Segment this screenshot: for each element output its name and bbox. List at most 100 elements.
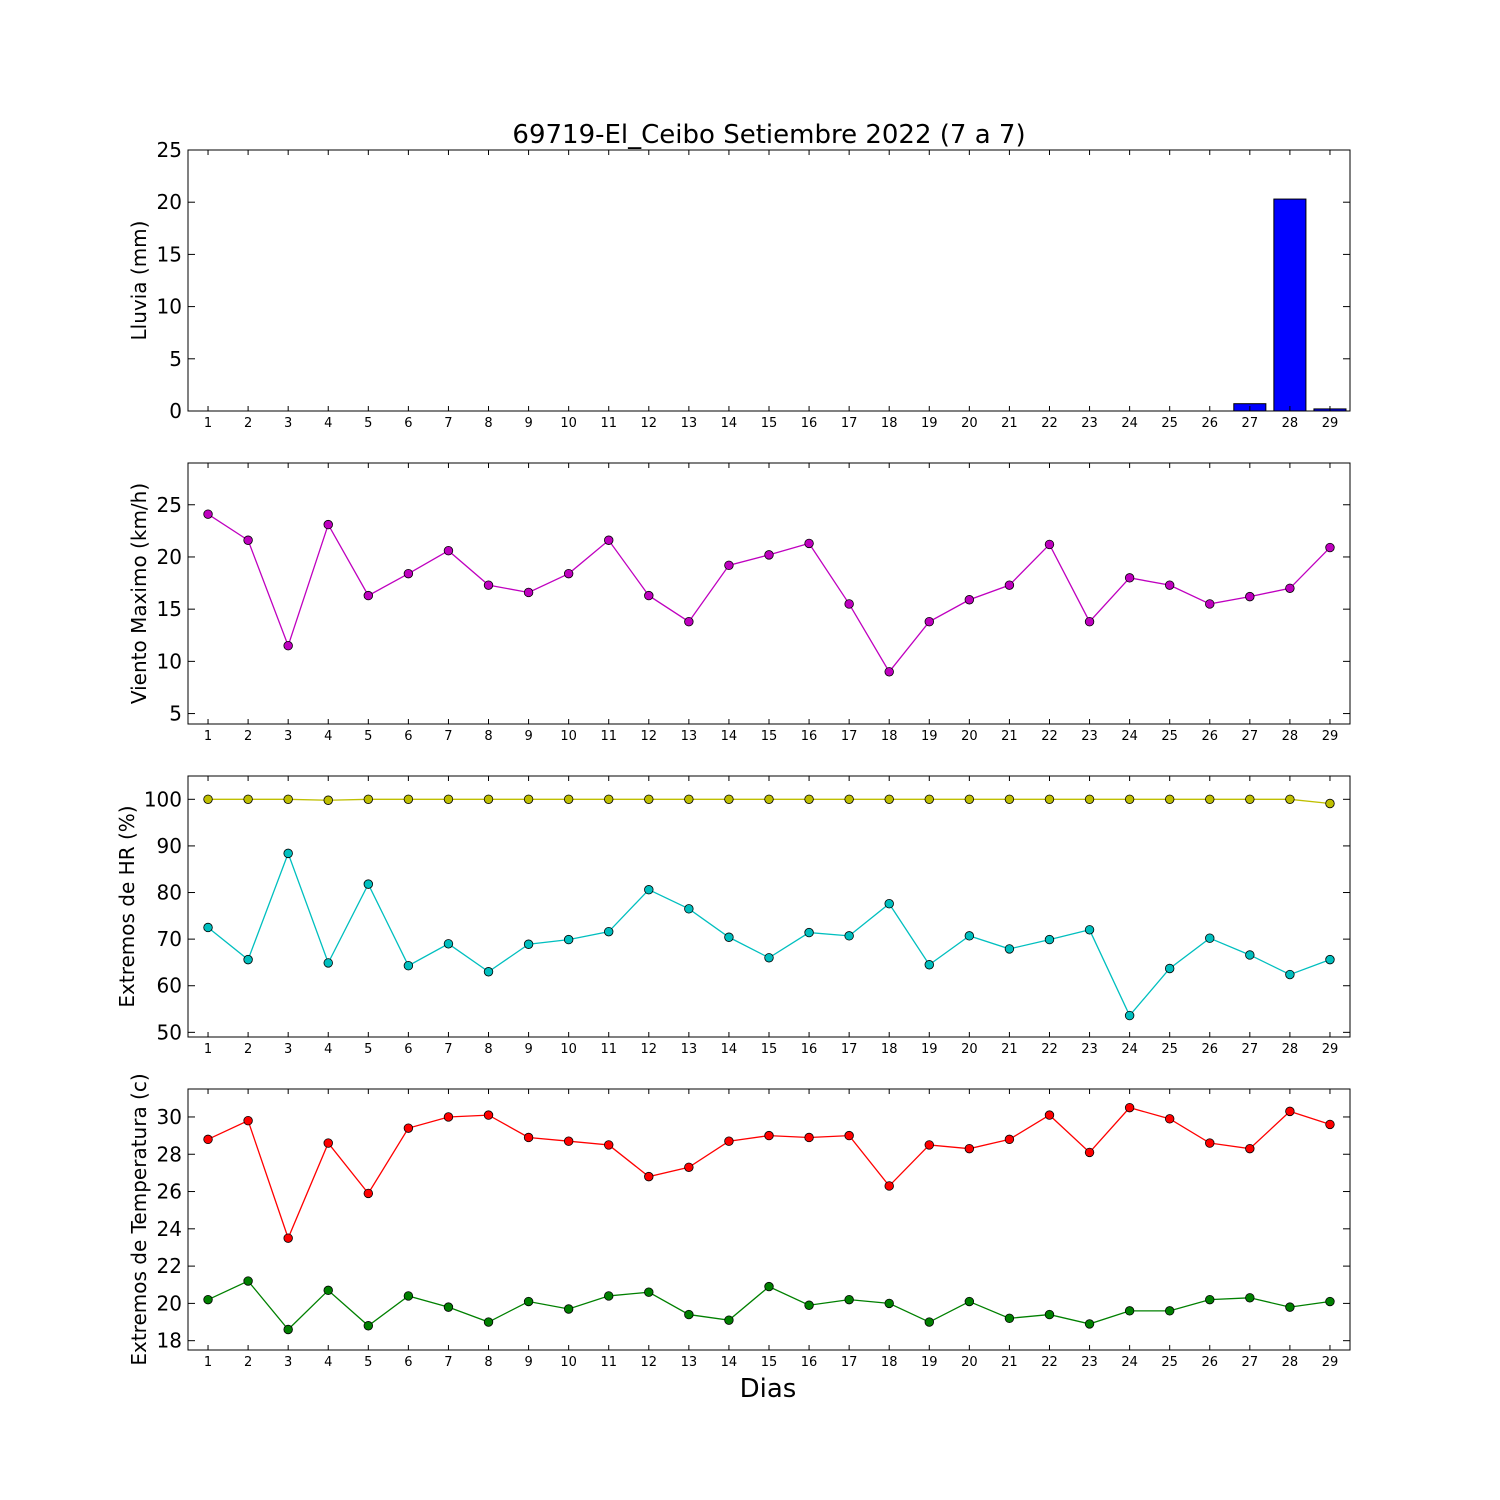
temperature-series-2-point-day-2 xyxy=(243,1276,253,1286)
humidity-series-1-point-day-22 xyxy=(1044,794,1055,805)
wind-xtick-label: 18 xyxy=(881,729,898,744)
humidity-ytick-label: 80 xyxy=(157,881,182,905)
temperature-xtick-label: 3 xyxy=(284,1355,292,1370)
humidity-series-2-point-day-13 xyxy=(684,904,694,914)
rain-xtick-label: 27 xyxy=(1242,416,1259,431)
wind-ytick-label: 15 xyxy=(157,597,182,621)
temperature-series-1-point-day-27 xyxy=(1245,1143,1255,1154)
temperature-series-2-point-day-1 xyxy=(203,1294,213,1305)
humidity-axes-frame xyxy=(187,775,1351,1038)
humidity-ytick-label: 100 xyxy=(144,787,182,811)
humidity-series-2-point-day-28 xyxy=(1285,969,1295,980)
wind-series-1-point-day-23 xyxy=(1084,616,1095,627)
humidity-series-1-point-day-12 xyxy=(644,794,654,805)
wind-xtick-label: 6 xyxy=(404,729,412,744)
wind-xtick-label: 4 xyxy=(324,729,332,744)
humidity-series-2-point-day-7 xyxy=(443,939,454,949)
humidity-series-1-point-day-25 xyxy=(1164,794,1175,805)
temperature-series-2-point-day-3 xyxy=(283,1324,293,1335)
wind-xtick-label: 8 xyxy=(484,729,492,744)
rain-bar-day-28 xyxy=(1273,198,1307,412)
humidity-series-1-point-day-15 xyxy=(764,794,774,805)
humidity-series-1-point-day-6 xyxy=(403,794,414,805)
humidity-series-1-point-day-2 xyxy=(243,794,253,805)
temperature-ytick-label: 30 xyxy=(157,1105,182,1129)
humidity-series-2-point-day-21 xyxy=(1004,944,1015,954)
humidity-xtick-label: 15 xyxy=(761,1042,778,1057)
humidity-xtick-label: 3 xyxy=(284,1042,292,1057)
humidity-series-2-point-day-19 xyxy=(924,960,934,970)
wind-series-1-point-day-13 xyxy=(684,616,694,627)
temperature-xtick-label: 6 xyxy=(404,1355,412,1370)
humidity-series-2-point-day-4 xyxy=(323,958,333,968)
humidity-xtick-label: 13 xyxy=(681,1042,698,1057)
rain-xtick-label: 19 xyxy=(921,416,938,431)
temperature-series-1-point-day-9 xyxy=(523,1132,534,1143)
temperature-series-1-point-day-11 xyxy=(604,1140,614,1150)
temperature-series-1-point-day-18 xyxy=(884,1181,894,1191)
temperature-series-2-point-day-20 xyxy=(964,1296,975,1307)
temperature-xtick-label: 17 xyxy=(841,1355,858,1370)
humidity-xtick-label: 14 xyxy=(721,1042,738,1057)
chart-title: 69719-El_Ceibo Setiembre 2022 (7 a 7) xyxy=(512,120,1025,150)
wind-series-1-point-day-4 xyxy=(323,519,333,530)
humidity-xtick-label: 12 xyxy=(641,1042,658,1057)
wind-xtick-label: 5 xyxy=(364,729,372,744)
wind-xtick-label: 27 xyxy=(1242,729,1259,744)
humidity-xtick-label: 23 xyxy=(1081,1042,1098,1057)
humidity-xtick-label: 16 xyxy=(801,1042,818,1057)
rain-ytick-label: 10 xyxy=(157,295,182,319)
rain-xtick-label: 1 xyxy=(204,416,212,431)
temperature-xtick-label: 23 xyxy=(1081,1355,1098,1370)
humidity-series-2-point-day-10 xyxy=(563,934,574,945)
humidity-series-1-point-day-14 xyxy=(724,794,734,805)
wind-xtick-label: 3 xyxy=(284,729,292,744)
wind-ytick-label: 25 xyxy=(157,493,182,517)
wind-series-1-point-day-20 xyxy=(964,595,975,605)
temperature-xtick-label: 18 xyxy=(881,1355,898,1370)
temperature-xtick-label: 16 xyxy=(801,1355,818,1370)
temperature-xtick-label: 14 xyxy=(721,1355,738,1370)
temperature-series-2-point-day-21 xyxy=(1004,1313,1015,1324)
humidity-series-2-line xyxy=(207,851,1331,1017)
humidity-xtick-label: 4 xyxy=(324,1042,332,1057)
temperature-series-2-point-day-19 xyxy=(924,1317,934,1327)
rain-xtick-label: 21 xyxy=(1001,416,1018,431)
temperature-series-1-point-day-13 xyxy=(684,1162,694,1173)
wind-series-1-point-day-29 xyxy=(1325,542,1335,553)
temperature-series-2-point-day-13 xyxy=(684,1309,694,1320)
wind-series-1-point-day-12 xyxy=(644,590,654,601)
wind-series-1-point-day-15 xyxy=(764,550,774,560)
temperature-series-1-point-day-7 xyxy=(443,1112,454,1122)
wind-xtick-label: 29 xyxy=(1322,729,1339,744)
humidity-series-2-point-day-14 xyxy=(724,932,734,942)
humidity-series-1-point-day-23 xyxy=(1084,794,1095,805)
temperature-xtick-label: 15 xyxy=(761,1355,778,1370)
temperature-xtick-label: 19 xyxy=(921,1355,938,1370)
temperature-xtick-label: 7 xyxy=(444,1355,452,1370)
wind-xtick-label: 28 xyxy=(1282,729,1299,744)
rain-ytick-label: 20 xyxy=(157,190,182,214)
humidity-xtick-label: 6 xyxy=(404,1042,412,1057)
temperature-series-2-point-day-5 xyxy=(363,1321,374,1331)
humidity-xtick-label: 18 xyxy=(881,1042,898,1057)
humidity-series-2-point-day-12 xyxy=(644,885,654,895)
temperature-series-1-point-day-15 xyxy=(764,1130,774,1141)
humidity-series-1-point-day-4 xyxy=(323,795,333,805)
rain-xtick-label: 7 xyxy=(444,416,452,431)
wind-xtick-label: 21 xyxy=(1001,729,1018,744)
humidity-series-2-point-day-20 xyxy=(964,931,975,941)
humidity-series-2-point-day-15 xyxy=(764,953,774,963)
wind-xtick-label: 10 xyxy=(560,729,577,744)
rain-y-axis-label: Lluvia (mm) xyxy=(127,221,151,341)
temperature-xtick-label: 27 xyxy=(1242,1355,1259,1370)
humidity-series-2-point-day-8 xyxy=(483,967,494,977)
wind-series-1-point-day-22 xyxy=(1044,539,1055,550)
humidity-series-2-point-day-25 xyxy=(1164,963,1175,974)
rain-xtick-label: 6 xyxy=(404,416,412,431)
temperature-series-2-point-day-27 xyxy=(1245,1293,1255,1303)
rain-axes-frame xyxy=(187,149,1351,412)
